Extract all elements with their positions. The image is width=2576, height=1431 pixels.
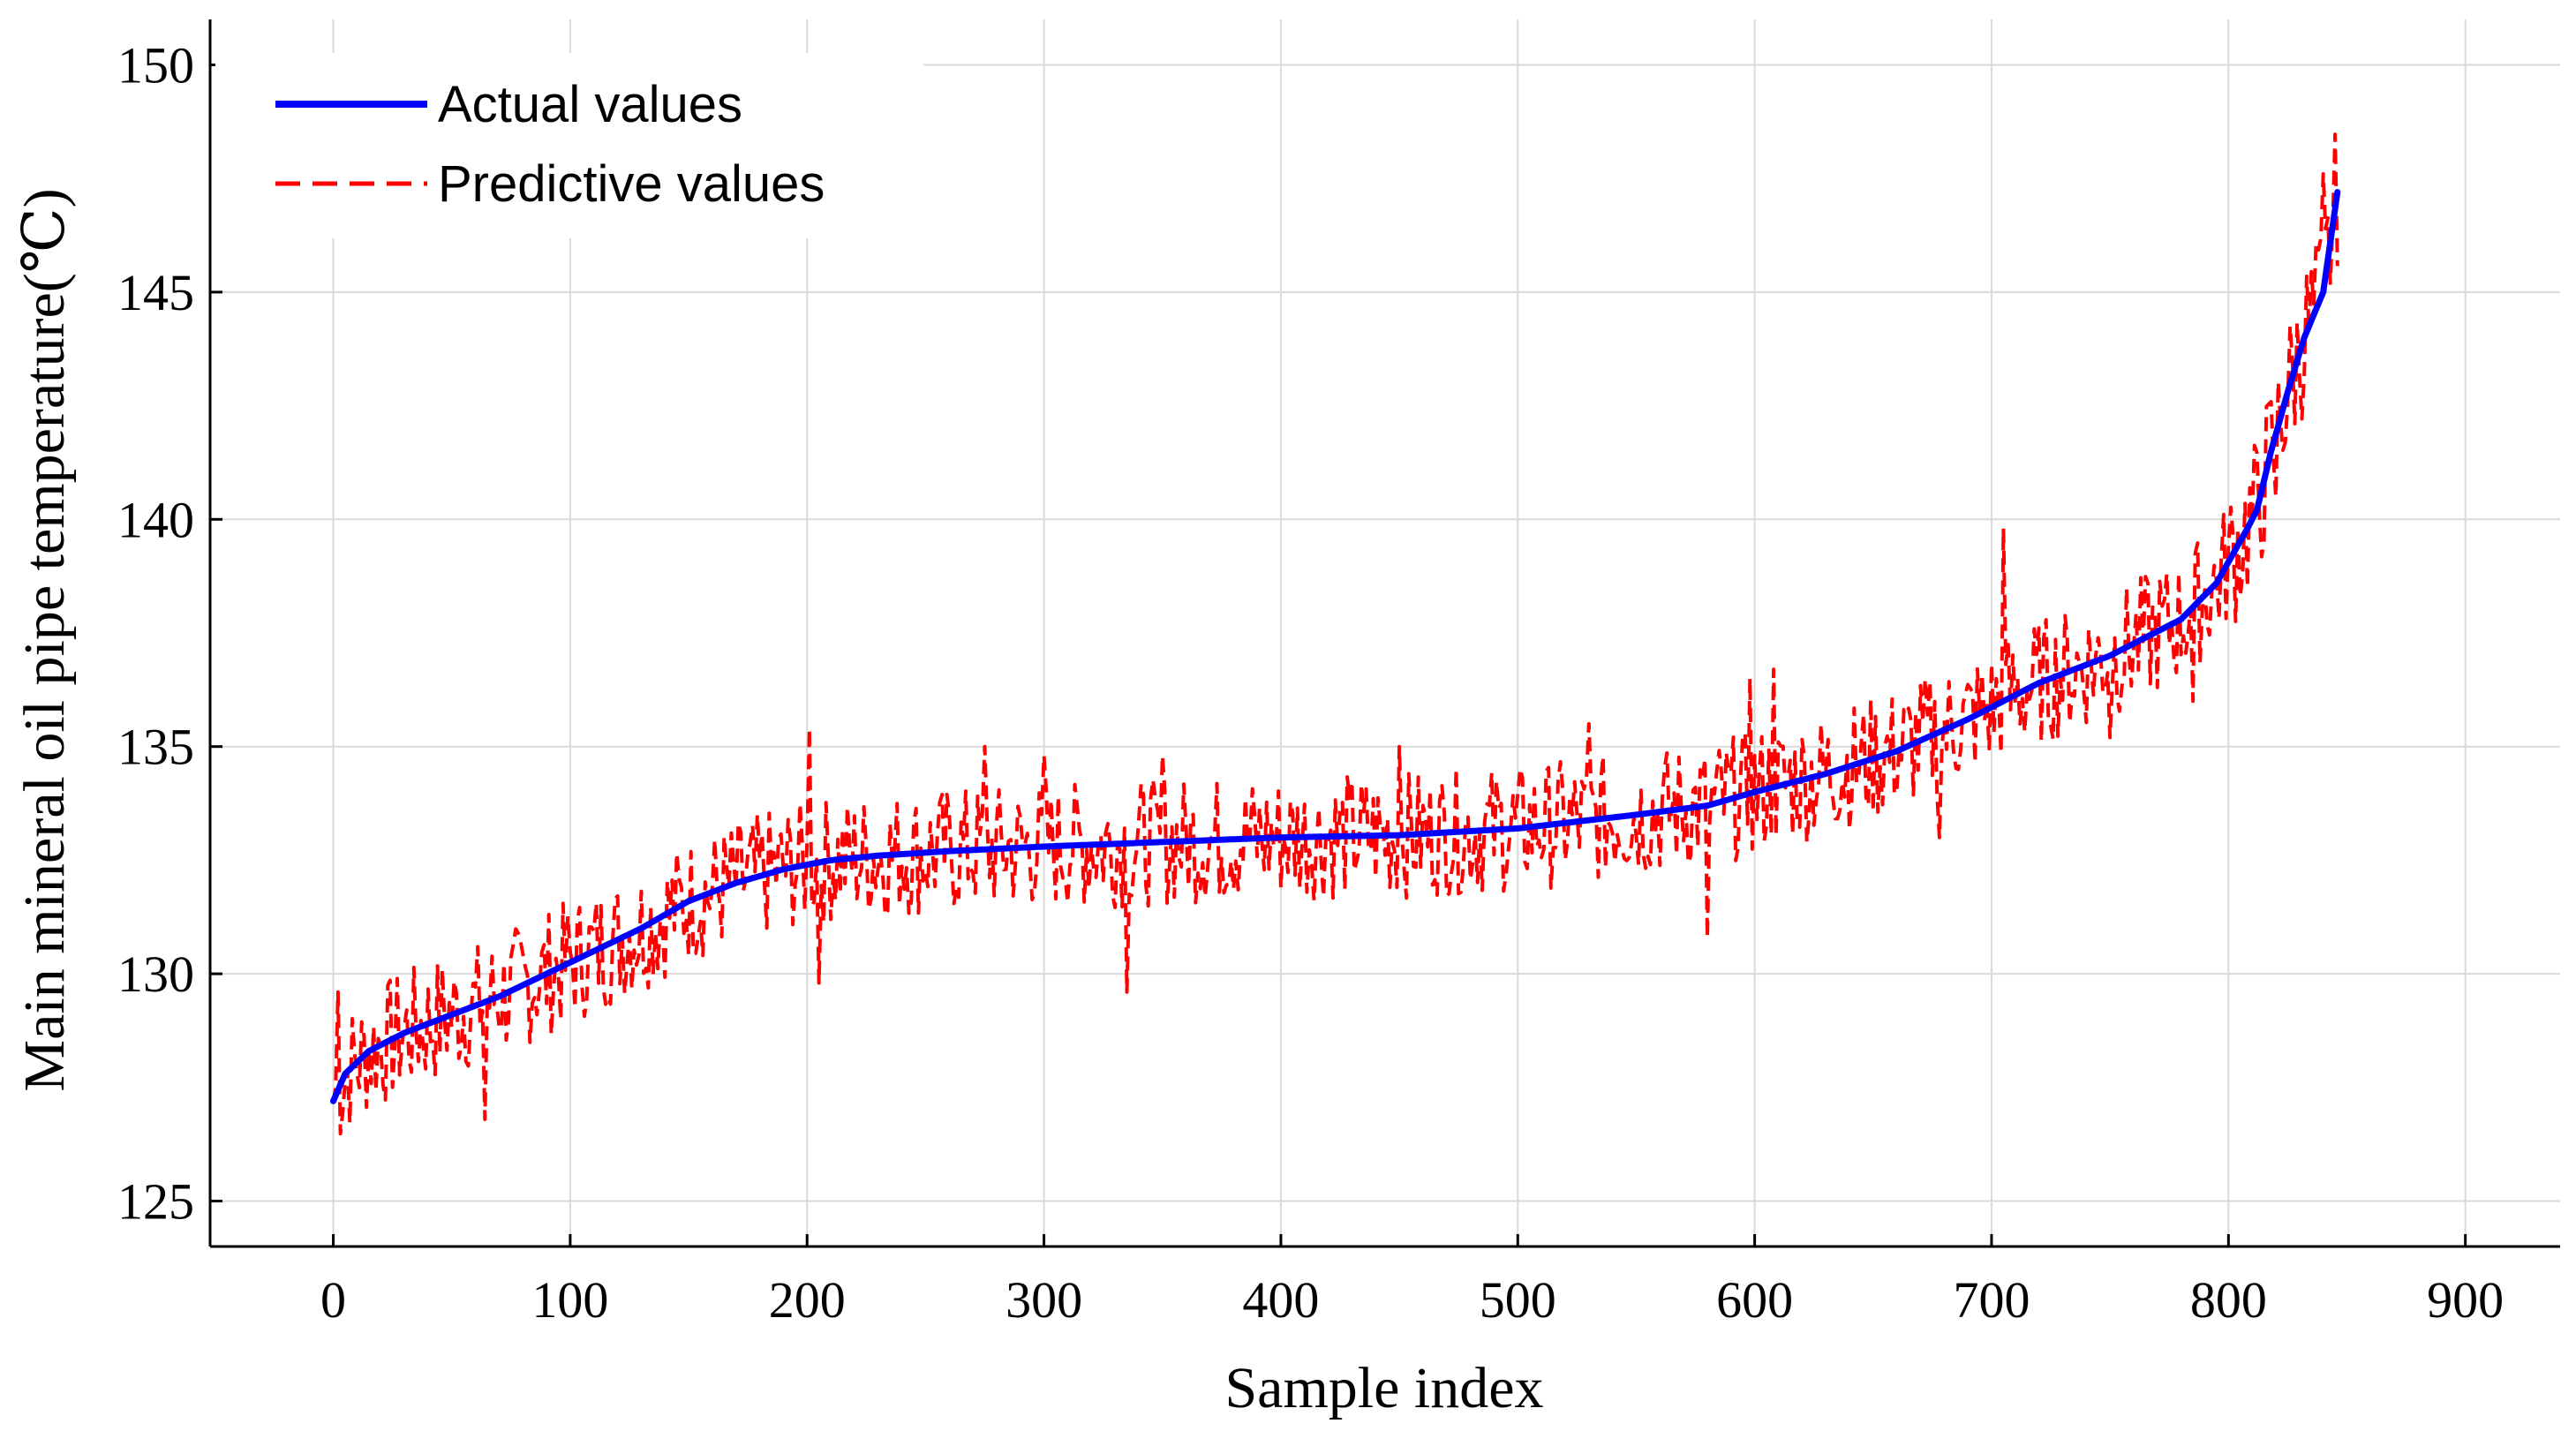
y-axis-label: Main mineral oil pipe temperature(℃) (12, 188, 77, 1091)
legend-predictive-label: Predictive values (438, 155, 825, 213)
y-tick-label: 145 (117, 264, 194, 321)
y-tick-label: 135 (117, 719, 194, 776)
x-tick-label: 300 (1006, 1271, 1082, 1329)
predictive-values-line (331, 132, 2339, 1136)
plot-area (330, 132, 2341, 1136)
x-tick-label: 0 (320, 1271, 346, 1329)
x-tick-label: 200 (769, 1271, 846, 1329)
x-tick-label: 900 (2427, 1271, 2504, 1329)
legend-box (215, 53, 923, 238)
legend-actual-label: Actual values (438, 76, 742, 133)
y-tick-label: 140 (117, 491, 194, 548)
x-axis-label: Sample index (1224, 1356, 1543, 1420)
x-tick-label: 100 (531, 1271, 608, 1329)
tick-labels: 0 100 200 300 400 500 600 700 800 900 125 130 135 140… (117, 36, 2504, 1329)
x-tick-label: 400 (1242, 1271, 1319, 1329)
y-tick-label: 125 (117, 1173, 194, 1231)
x-tick-label: 600 (1716, 1271, 1793, 1329)
x-tick-label: 500 (1480, 1271, 1556, 1329)
legend: Actual values Predictive values (215, 53, 923, 238)
y-tick-label: 150 (117, 36, 194, 94)
actual-values-line (330, 189, 2341, 1104)
x-tick-label: 800 (2190, 1271, 2267, 1329)
y-tick-label: 130 (117, 945, 194, 1003)
x-tick-label: 700 (1953, 1271, 2030, 1329)
